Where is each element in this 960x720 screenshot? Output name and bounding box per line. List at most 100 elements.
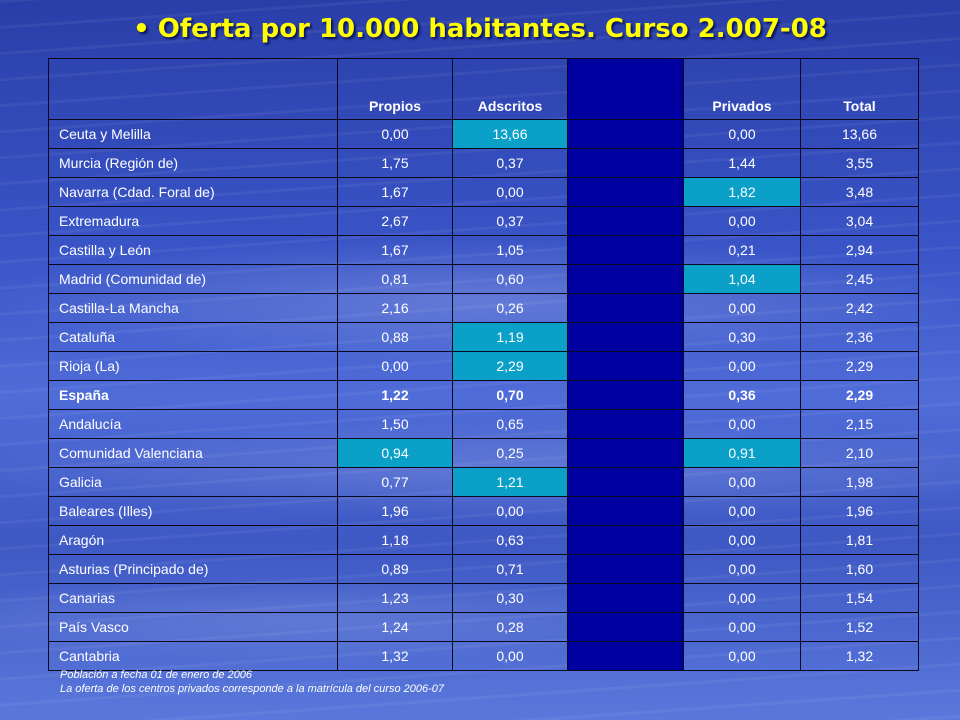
cell-adscritos: 0,00 [452, 641, 568, 671]
cell-blank-column [567, 351, 684, 381]
cell-propios: 1,23 [337, 583, 453, 613]
cell-adscritos: 0,37 [452, 148, 568, 178]
cell-region: Madrid (Comunidad de) [48, 264, 338, 294]
cell-propios: 1,32 [337, 641, 453, 671]
header-privados: Privados [683, 58, 801, 120]
cell-propios: 0,94 [337, 438, 453, 468]
cell-blank-column [567, 177, 684, 207]
cell-propios: 0,81 [337, 264, 453, 294]
cell-region: Castilla y León [48, 235, 338, 265]
cell-blank-column [567, 235, 684, 265]
table-row: Aragón 1,18 0,63 0,00 1,81 [48, 525, 919, 555]
table-row: Cataluña 0,88 1,19 0,30 2,36 [48, 322, 919, 352]
cell-total: 13,66 [800, 119, 919, 149]
cell-propios: 1,50 [337, 409, 453, 439]
cell-region: Castilla-La Mancha [48, 293, 338, 323]
cell-privados: 1,82 [683, 177, 801, 207]
cell-blank-column [567, 148, 684, 178]
cell-privados: 0,21 [683, 235, 801, 265]
cell-propios: 0,88 [337, 322, 453, 352]
cell-privados: 0,00 [683, 641, 801, 671]
cell-total: 2,10 [800, 438, 919, 468]
cell-blank-column [567, 612, 684, 642]
header-region [48, 58, 338, 120]
cell-region: Cantabria [48, 641, 338, 671]
cell-total: 2,29 [800, 380, 919, 410]
cell-blank-column [567, 322, 684, 352]
table-row: Asturias (Principado de) 0,89 0,71 0,00 1,60 [48, 554, 919, 584]
cell-blank-column [567, 583, 684, 613]
cell-privados: 0,00 [683, 119, 801, 149]
cell-blank-column [567, 554, 684, 584]
cell-region: Canarias [48, 583, 338, 613]
bullet-icon: • [133, 14, 150, 44]
cell-total: 1,54 [800, 583, 919, 613]
cell-region: Rioja (La) [48, 351, 338, 381]
cell-propios: 1,22 [337, 380, 453, 410]
cell-privados: 1,04 [683, 264, 801, 294]
cell-blank-column [567, 119, 684, 149]
cell-adscritos: 0,30 [452, 583, 568, 613]
cell-propios: 2,67 [337, 206, 453, 236]
cell-adscritos: 0,00 [452, 496, 568, 526]
cell-privados: 0,00 [683, 293, 801, 323]
cell-region: Cataluña [48, 322, 338, 352]
footnote-private-centers: La oferta de los centros privados corres… [60, 683, 444, 695]
cell-adscritos: 2,29 [452, 351, 568, 381]
cell-region: Comunidad Valenciana [48, 438, 338, 468]
table-row: Baleares (Illes) 1,96 0,00 0,00 1,96 [48, 496, 919, 526]
cell-adscritos: 0,65 [452, 409, 568, 439]
table-row: Murcia (Región de) 1,75 0,37 1,44 3,55 [48, 148, 919, 178]
cell-region: Baleares (Illes) [48, 496, 338, 526]
cell-region: Murcia (Región de) [48, 148, 338, 178]
cell-total: 3,55 [800, 148, 919, 178]
cell-privados: 0,00 [683, 206, 801, 236]
slide-title-text: Oferta por 10.000 habitantes. Curso 2.00… [157, 14, 827, 44]
cell-region: Asturias (Principado de) [48, 554, 338, 584]
cell-propios: 1,67 [337, 235, 453, 265]
cell-blank-column [567, 467, 684, 497]
cell-privados: 0,30 [683, 322, 801, 352]
cell-propios: 0,00 [337, 119, 453, 149]
cell-adscritos: 0,63 [452, 525, 568, 555]
footnotes: Población a fecha 01 de enero de 2006 La… [60, 668, 444, 696]
cell-privados: 0,00 [683, 583, 801, 613]
cell-adscritos: 0,37 [452, 206, 568, 236]
cell-region: Ceuta y Melilla [48, 119, 338, 149]
cell-adscritos: 0,71 [452, 554, 568, 584]
cell-adscritos: 13,66 [452, 119, 568, 149]
cell-total: 2,45 [800, 264, 919, 294]
cell-total: 3,04 [800, 206, 919, 236]
cell-blank-column [567, 525, 684, 555]
cell-blank-column [567, 380, 684, 410]
cell-total: 2,36 [800, 322, 919, 352]
table-row: Galicia 0,77 1,21 0,00 1,98 [48, 467, 919, 497]
cell-adscritos: 1,21 [452, 467, 568, 497]
cell-total: 1,81 [800, 525, 919, 555]
cell-blank-column [567, 206, 684, 236]
cell-region: País Vasco [48, 612, 338, 642]
cell-blank-column [567, 409, 684, 439]
cell-adscritos: 0,70 [452, 380, 568, 410]
cell-privados: 0,00 [683, 496, 801, 526]
cell-total: 1,60 [800, 554, 919, 584]
cell-blank-column [567, 438, 684, 468]
slide-title: • Oferta por 10.000 habitantes. Curso 2.0… [0, 14, 960, 44]
cell-total: 2,29 [800, 351, 919, 381]
table-row: Ceuta y Melilla 0,00 13,66 0,00 13,66 [48, 119, 919, 149]
cell-total: 3,48 [800, 177, 919, 207]
cell-region: España [48, 380, 338, 410]
table-row: Cantabria 1,32 0,00 0,00 1,32 [48, 641, 919, 671]
table-row: España 1,22 0,70 0,36 2,29 [48, 380, 919, 410]
cell-privados: 0,00 [683, 351, 801, 381]
cell-total: 1,32 [800, 641, 919, 671]
cell-propios: 0,89 [337, 554, 453, 584]
cell-privados: 0,36 [683, 380, 801, 410]
cell-total: 2,15 [800, 409, 919, 439]
cell-region: Galicia [48, 467, 338, 497]
cell-region: Aragón [48, 525, 338, 555]
cell-privados: 0,00 [683, 525, 801, 555]
header-propios: Propios [337, 58, 453, 120]
cell-adscritos: 1,05 [452, 235, 568, 265]
cell-propios: 1,75 [337, 148, 453, 178]
